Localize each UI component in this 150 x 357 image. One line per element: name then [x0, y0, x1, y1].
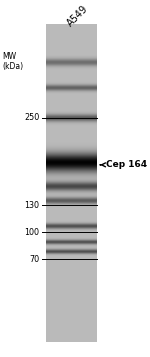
- Text: A549: A549: [65, 3, 90, 28]
- Text: Cep 164: Cep 164: [106, 160, 147, 169]
- Text: MW
(kDa): MW (kDa): [3, 52, 24, 71]
- Text: 100: 100: [24, 228, 39, 237]
- Text: 250: 250: [24, 113, 39, 122]
- Bar: [46, 25, 97, 342]
- Text: 130: 130: [24, 201, 39, 210]
- Text: 70: 70: [29, 255, 39, 264]
